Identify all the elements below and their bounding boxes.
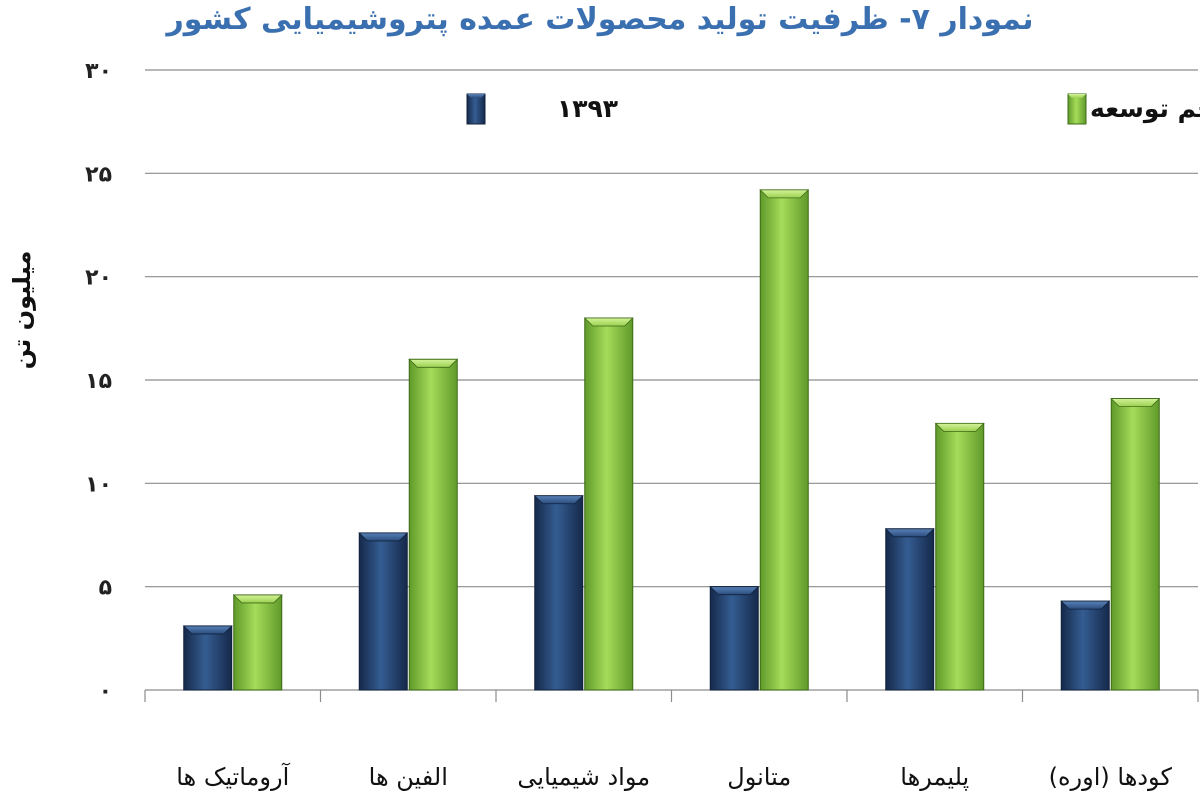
legend-label: تکمیل طرحهای برنامه پنجم توسعه bbox=[1090, 94, 1200, 124]
bar-cap bbox=[358, 532, 409, 542]
bar-1393 bbox=[1060, 600, 1110, 691]
bar-cap bbox=[182, 625, 233, 635]
bar-1393 bbox=[709, 586, 759, 691]
bar-cap bbox=[533, 495, 584, 505]
bar-cap bbox=[934, 422, 985, 432]
bar-plan5 bbox=[759, 189, 809, 691]
y-tick-label: ۱۰ bbox=[85, 472, 112, 497]
x-tick-label: کودها (اوره) bbox=[1049, 763, 1173, 791]
bar-cap bbox=[583, 317, 634, 327]
legend-swatch-cap bbox=[1068, 94, 1086, 98]
legend-item: تکمیل طرحهای برنامه پنجم توسعه bbox=[1067, 93, 1200, 125]
y-tick-label: ۱۵ bbox=[85, 369, 112, 394]
bar-1393 bbox=[885, 528, 935, 691]
legend-item: ۱۳۹۳ bbox=[466, 93, 618, 125]
x-tick-label: الفین ها bbox=[369, 763, 448, 791]
bar-plan5 bbox=[935, 422, 985, 691]
bar-cap bbox=[709, 586, 760, 596]
y-tick-label: ۰ bbox=[99, 679, 112, 704]
bar-1393 bbox=[358, 532, 408, 691]
bar-plan5 bbox=[1110, 398, 1160, 691]
bars-layer bbox=[182, 189, 1161, 691]
legend-swatch bbox=[466, 93, 486, 125]
y-tick-label: ۵ bbox=[99, 576, 112, 601]
bar-plan5 bbox=[408, 358, 458, 691]
bar-plan5 bbox=[233, 594, 283, 691]
legend-label: ۱۳۹۳ bbox=[557, 94, 618, 123]
x-tick-label: مواد شیمیایی bbox=[517, 763, 650, 791]
axis-layer: ۰ ۵ ۱۰ ۱۵ ۲۰ ۲۵ ۳۰ آروماتیک ها الفین ها مواد شیمی… bbox=[85, 59, 1199, 791]
legend-swatch-cap bbox=[467, 94, 485, 98]
bar-1393 bbox=[183, 625, 233, 691]
bar-plan5 bbox=[584, 317, 634, 691]
bar-cap bbox=[1110, 398, 1161, 408]
x-tick-label: پلیمرها bbox=[900, 763, 969, 791]
legend: ۱۳۹۳ تکمیل طرحهای برنامه پنجم توسعه bbox=[466, 93, 1200, 125]
y-tick-label: ۲۵ bbox=[85, 162, 112, 187]
grid-layer bbox=[145, 69, 1198, 691]
bar-cap bbox=[1060, 600, 1111, 610]
chart-title: نمودار ۷- ظرفیت تولید محصولات عمده پتروش… bbox=[166, 2, 1034, 37]
bar-cap bbox=[232, 594, 283, 604]
x-tick-label: آروماتیک ها bbox=[176, 762, 290, 791]
y-tick-label: ۲۰ bbox=[85, 266, 112, 291]
x-tick-label: متانول bbox=[727, 763, 791, 791]
bar-cap bbox=[759, 189, 810, 199]
bar-1393 bbox=[534, 495, 584, 691]
legend-swatch bbox=[1067, 93, 1087, 125]
y-tick-label: ۳۰ bbox=[85, 59, 112, 84]
bar-cap bbox=[884, 528, 935, 538]
bar-cap bbox=[408, 358, 459, 368]
